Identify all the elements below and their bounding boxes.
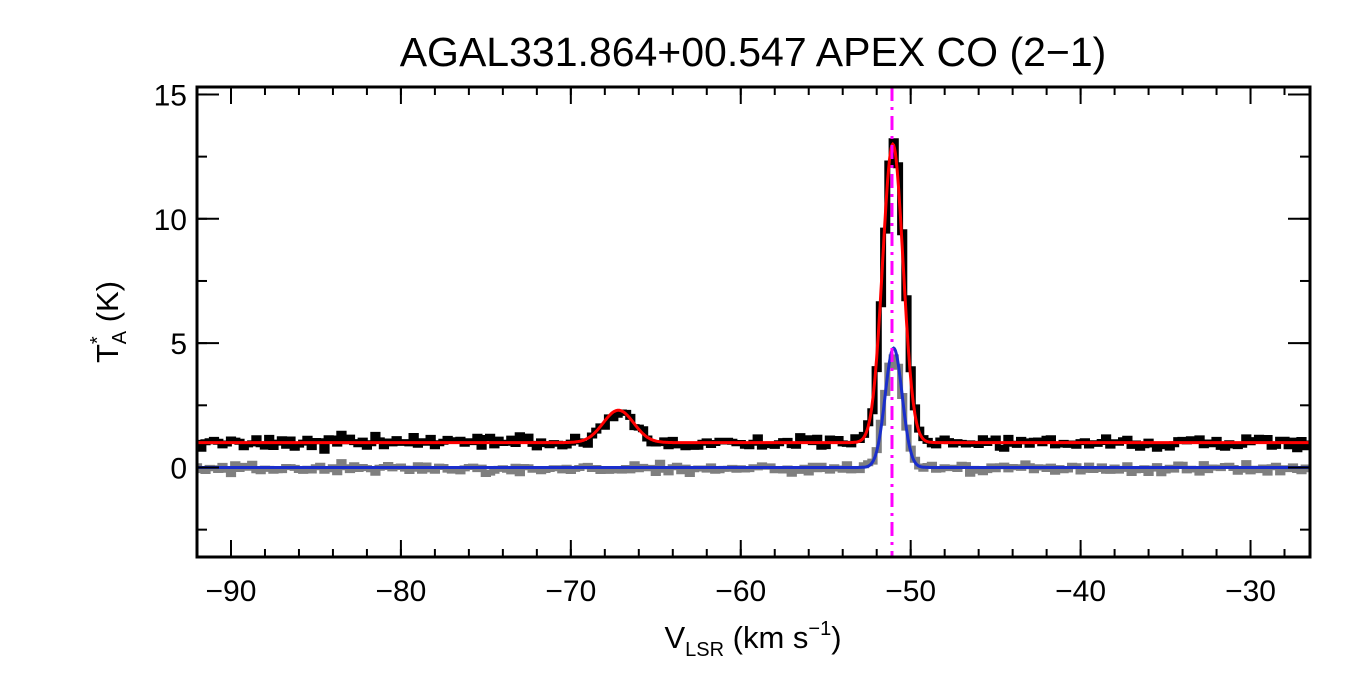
plot-series [197, 138, 1310, 478]
series-gaussian-fit [197, 141, 1310, 445]
x-axis-label-rest: (km s [724, 620, 808, 655]
x-axis-label-main: V [664, 620, 685, 655]
x-tick-label: −90 [206, 575, 257, 608]
x-axis-label-sup: −1 [808, 618, 831, 640]
y-tick-label: 5 [170, 328, 187, 361]
series-residual-second-spectrum [197, 354, 1310, 478]
y-axis-label-sub: A [109, 330, 131, 344]
x-tick-label: −70 [545, 575, 596, 608]
y-tick-label: 0 [170, 452, 187, 485]
x-axis-label-close: ) [831, 620, 841, 655]
x-tick-label: −80 [375, 575, 426, 608]
x-tick-label: −50 [885, 575, 936, 608]
series-observed-spectrum-offset [197, 138, 1310, 454]
x-tick-label: −60 [715, 575, 766, 608]
y-axis-label-main: T [90, 344, 125, 363]
plot-content [197, 87, 1310, 557]
x-tick-label: −40 [1055, 575, 1106, 608]
axis-ticks [196, 87, 1310, 557]
y-tick-label: 15 [154, 79, 187, 112]
y-axis-label-rest: (K) [90, 281, 125, 331]
y-axis-label-sup: * [87, 336, 109, 344]
y-tick-label: 10 [154, 204, 187, 237]
plot-frame [195, 85, 1312, 559]
x-axis-label-sub: LSR [685, 639, 724, 661]
axis-tick-labels: −90 −80 −70 −60 −50 −40 −30 0 5 10 15 [154, 79, 1276, 608]
chart-title: AGAL331.864+00.547 APEX CO (2−1) [400, 29, 1107, 75]
series-gaussian-fit-lower [197, 346, 1310, 469]
x-tick-label: −30 [1225, 575, 1276, 608]
x-axis-label: VLSR (km s−1) [664, 618, 841, 661]
y-axis-label: T*A (K) [87, 281, 131, 363]
